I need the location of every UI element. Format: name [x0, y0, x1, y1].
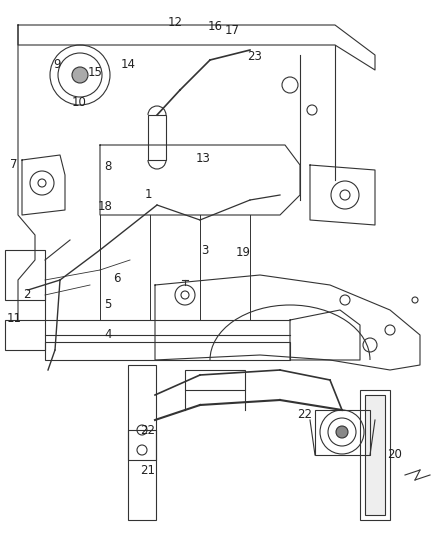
Text: 15: 15: [88, 67, 102, 79]
Text: 7: 7: [10, 158, 18, 172]
Text: 22: 22: [141, 424, 155, 437]
Bar: [148, 115, 166, 160]
Circle shape: [72, 67, 88, 83]
Text: 22: 22: [297, 408, 312, 422]
Text: 3: 3: [201, 244, 208, 256]
Text: 8: 8: [104, 160, 112, 174]
Bar: [5, 320, 45, 350]
Text: 10: 10: [71, 96, 86, 109]
Text: 17: 17: [225, 23, 240, 36]
Text: 4: 4: [104, 328, 112, 342]
Bar: [128, 430, 156, 460]
Text: 21: 21: [141, 464, 155, 477]
Bar: [365, 395, 385, 515]
Bar: [360, 390, 390, 520]
Text: 20: 20: [388, 448, 403, 462]
Text: 9: 9: [53, 59, 61, 71]
Bar: [45, 342, 290, 360]
Text: 19: 19: [236, 246, 251, 260]
Bar: [315, 410, 370, 455]
Bar: [128, 365, 156, 520]
Text: 12: 12: [167, 15, 183, 28]
Text: 14: 14: [120, 59, 135, 71]
Text: 11: 11: [7, 311, 21, 325]
Text: 6: 6: [113, 271, 121, 285]
Text: 2: 2: [23, 288, 31, 302]
Bar: [5, 250, 45, 300]
Bar: [185, 370, 245, 390]
Text: 13: 13: [195, 151, 210, 165]
Text: 1: 1: [144, 189, 152, 201]
Text: 16: 16: [208, 20, 223, 34]
Circle shape: [336, 426, 348, 438]
Text: 18: 18: [98, 200, 113, 214]
Text: 5: 5: [104, 298, 112, 311]
Text: 23: 23: [247, 51, 262, 63]
